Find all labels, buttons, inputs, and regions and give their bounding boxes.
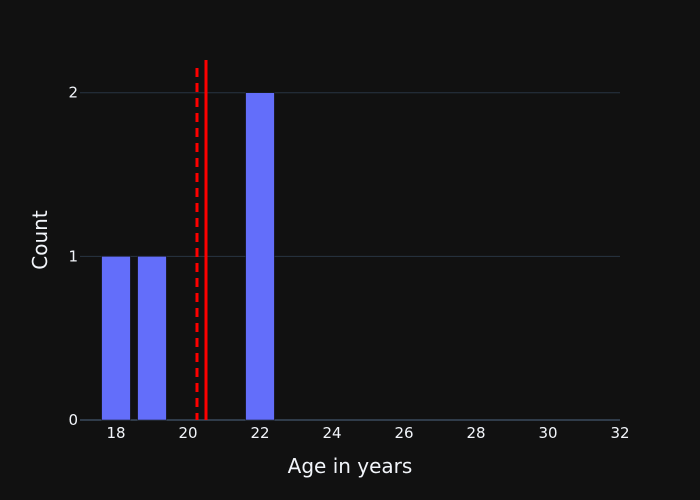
bar-layer xyxy=(101,92,275,421)
x-tick-label: 24 xyxy=(322,424,341,442)
y-tick-label: 1 xyxy=(68,247,78,265)
histogram-bar xyxy=(245,92,275,421)
y-tick-label: 0 xyxy=(68,411,78,429)
tick-label-layer: 0 1 2 18 20 22 24 26 28 30 32 xyxy=(68,84,629,442)
x-axis-title: Age in years xyxy=(288,454,413,478)
x-tick-label: 28 xyxy=(466,424,485,442)
y-tick-label: 2 xyxy=(68,84,78,102)
reference-line-layer xyxy=(195,60,208,420)
histogram-bar xyxy=(137,256,167,421)
y-axis-title: Count xyxy=(28,210,52,270)
x-tick-label: 22 xyxy=(250,424,269,442)
x-tick-label: 30 xyxy=(538,424,557,442)
x-tick-label: 20 xyxy=(178,424,197,442)
x-tick-label: 26 xyxy=(394,424,413,442)
x-tick-label: 18 xyxy=(106,424,125,442)
x-tick-label: 32 xyxy=(610,424,629,442)
grid-layer xyxy=(80,92,620,421)
histogram-bar xyxy=(101,256,131,421)
